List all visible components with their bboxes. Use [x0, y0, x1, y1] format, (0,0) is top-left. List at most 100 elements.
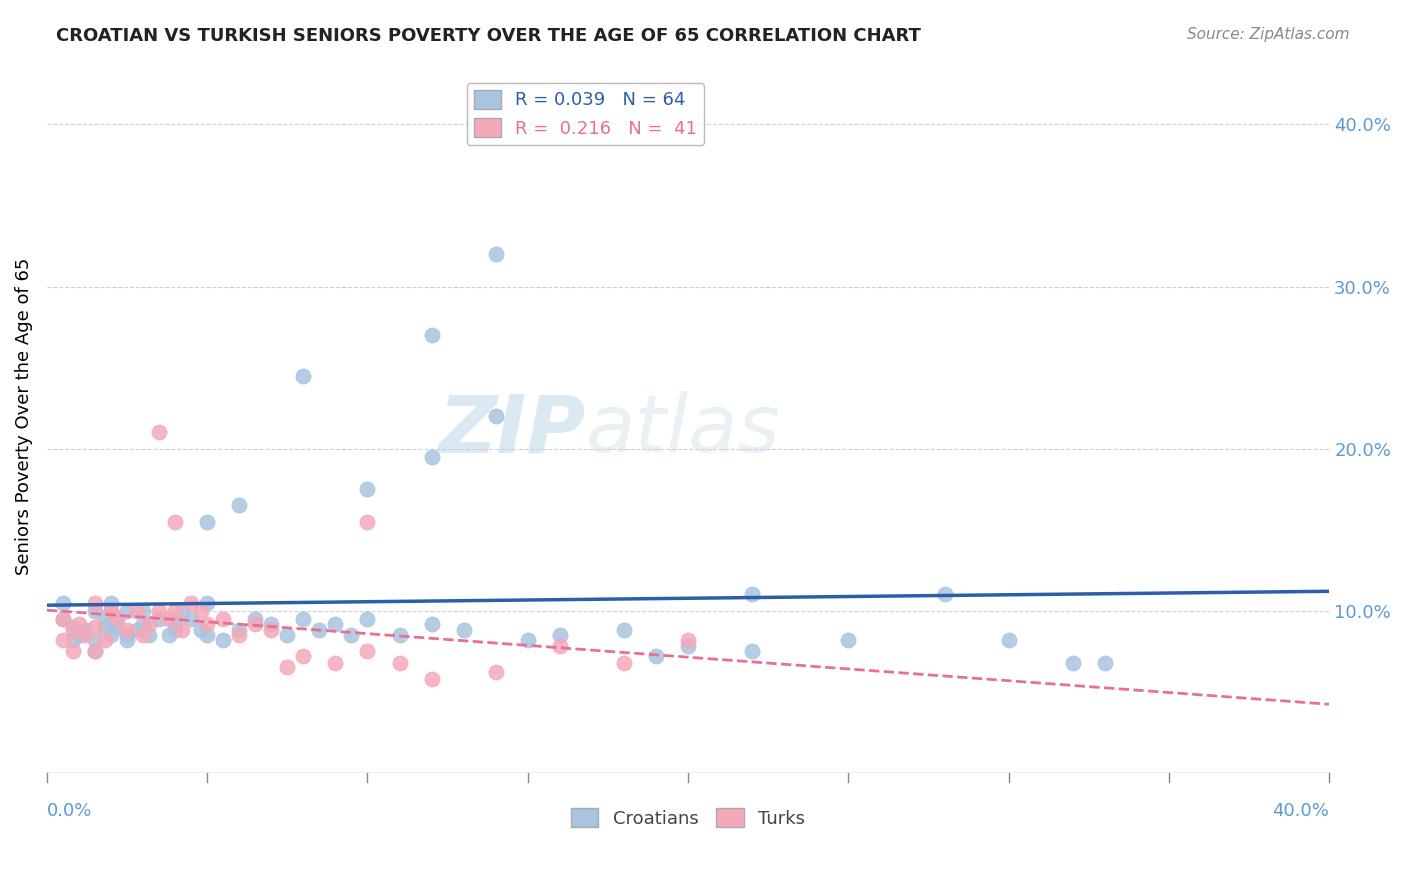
Point: [84, 604, 107, 618]
Point: [613, 656, 636, 670]
Point: [157, 628, 180, 642]
Point: [148, 612, 170, 626]
Point: [100, 596, 122, 610]
Point: [485, 409, 508, 424]
Point: [84, 644, 107, 658]
Point: [276, 660, 298, 674]
Point: [388, 656, 411, 670]
Point: [420, 328, 443, 343]
Point: [292, 648, 315, 663]
Point: [228, 623, 250, 637]
Point: [75, 628, 97, 642]
Point: [516, 632, 538, 647]
Point: [67, 616, 90, 631]
Point: [245, 612, 267, 626]
Text: 40.0%: 40.0%: [1272, 802, 1329, 820]
Point: [325, 656, 347, 670]
Point: [132, 616, 155, 631]
Point: [212, 632, 235, 647]
Point: [453, 623, 475, 637]
Point: [170, 604, 193, 618]
Point: [741, 587, 763, 601]
Point: [165, 616, 187, 631]
Point: [195, 628, 218, 642]
Point: [356, 644, 378, 658]
Point: [107, 612, 129, 626]
Point: [260, 623, 283, 637]
Point: [997, 632, 1019, 647]
Point: [132, 628, 155, 642]
Point: [548, 628, 571, 642]
Point: [356, 612, 378, 626]
Point: [75, 623, 97, 637]
Point: [292, 612, 315, 626]
Text: CROATIAN VS TURKISH SENIORS POVERTY OVER THE AGE OF 65 CORRELATION CHART: CROATIAN VS TURKISH SENIORS POVERTY OVER…: [56, 27, 921, 45]
Point: [260, 616, 283, 631]
Point: [485, 665, 508, 680]
Point: [62, 623, 84, 637]
Point: [115, 604, 138, 618]
Point: [67, 628, 90, 642]
Point: [115, 623, 138, 637]
Point: [195, 596, 218, 610]
Point: [115, 632, 138, 647]
Point: [276, 628, 298, 642]
Point: [132, 604, 155, 618]
Text: 0.0%: 0.0%: [46, 802, 93, 820]
Point: [934, 587, 956, 601]
Point: [84, 596, 107, 610]
Point: [190, 623, 212, 637]
Point: [180, 612, 202, 626]
Point: [107, 620, 129, 634]
Point: [180, 596, 202, 610]
Point: [52, 596, 75, 610]
Point: [340, 628, 363, 642]
Point: [741, 644, 763, 658]
Point: [837, 632, 859, 647]
Point: [125, 604, 148, 618]
Point: [1094, 656, 1116, 670]
Point: [190, 604, 212, 618]
Point: [148, 425, 170, 440]
Point: [676, 632, 699, 647]
Point: [52, 612, 75, 626]
Point: [195, 515, 218, 529]
Point: [93, 632, 115, 647]
Point: [84, 644, 107, 658]
Point: [165, 604, 187, 618]
Point: [308, 623, 330, 637]
Point: [62, 644, 84, 658]
Point: [93, 612, 115, 626]
Point: [195, 616, 218, 631]
Point: [485, 247, 508, 261]
Y-axis label: Seniors Poverty Over the Age of 65: Seniors Poverty Over the Age of 65: [15, 258, 32, 574]
Point: [388, 628, 411, 642]
Point: [676, 640, 699, 654]
Text: Source: ZipAtlas.com: Source: ZipAtlas.com: [1187, 27, 1350, 42]
Point: [100, 628, 122, 642]
Point: [93, 620, 115, 634]
Point: [228, 498, 250, 512]
Legend: Croatians, Turks: Croatians, Turks: [564, 801, 813, 835]
Point: [245, 616, 267, 631]
Point: [62, 632, 84, 647]
Point: [613, 623, 636, 637]
Point: [420, 616, 443, 631]
Point: [138, 616, 160, 631]
Point: [84, 632, 107, 647]
Point: [165, 623, 187, 637]
Point: [645, 648, 668, 663]
Point: [212, 612, 235, 626]
Point: [84, 620, 107, 634]
Point: [228, 628, 250, 642]
Point: [1062, 656, 1084, 670]
Text: ZIP: ZIP: [439, 392, 585, 469]
Point: [157, 612, 180, 626]
Point: [356, 515, 378, 529]
Point: [292, 368, 315, 383]
Point: [325, 616, 347, 631]
Point: [148, 604, 170, 618]
Point: [420, 450, 443, 464]
Point: [420, 672, 443, 686]
Point: [170, 623, 193, 637]
